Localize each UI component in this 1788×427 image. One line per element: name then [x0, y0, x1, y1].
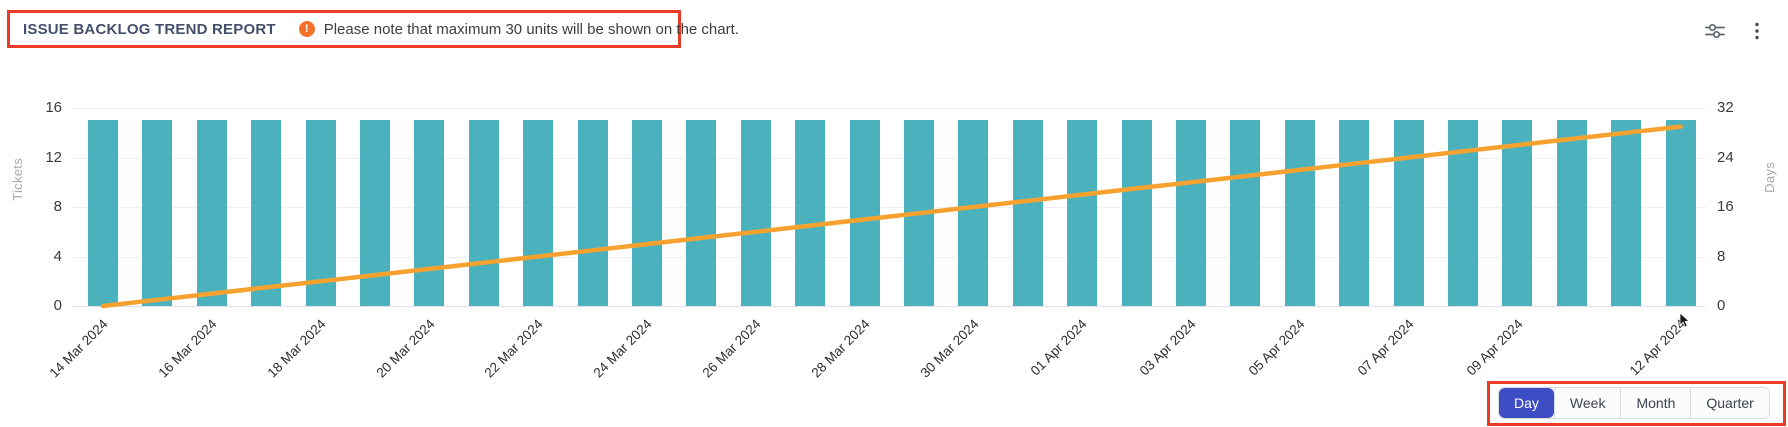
range-month-button[interactable]: Month	[1620, 388, 1690, 418]
ticket-bar	[795, 120, 826, 306]
ticket-bar	[88, 120, 118, 306]
kebab-menu-icon[interactable]	[1742, 14, 1772, 48]
ticket-bar	[1284, 120, 1315, 306]
gridline	[72, 108, 1706, 109]
ticket-bar	[577, 120, 608, 306]
ticket-bar	[1665, 120, 1696, 306]
ticket-bar	[904, 120, 934, 306]
max-units-note: Please note that maximum 30 units will b…	[323, 20, 739, 38]
ticket-bar	[305, 120, 336, 306]
x-axis-label: 18 Mar 2024	[264, 316, 329, 381]
left-axis-tick: 12	[45, 148, 62, 166]
ticket-bar	[1502, 120, 1533, 306]
widget-toolbar	[1700, 14, 1772, 48]
left-axis-tick: 8	[53, 198, 62, 215]
x-axis-label: 30 Mar 2024	[917, 316, 982, 381]
range-switcher: Day Week Month Quarter	[1498, 387, 1770, 419]
x-axis-label: 01 Apr 2024	[1027, 316, 1091, 379]
left-axis-tick: 16	[45, 99, 62, 116]
filter-sliders-icon[interactable]	[1700, 14, 1730, 48]
ticket-bar	[468, 120, 499, 306]
range-quarter-button[interactable]: Quarter	[1690, 388, 1768, 418]
ticket-bar	[1067, 120, 1098, 306]
x-axis-label: 22 Mar 2024	[481, 316, 547, 381]
x-axis-label: 14 Mar 2024	[46, 316, 111, 381]
left-axis-title: Tickets	[10, 158, 25, 201]
left-axis-tick: 4	[53, 247, 62, 265]
x-axis-label: 16 Mar 2024	[155, 316, 220, 381]
ticket-bar	[849, 120, 880, 306]
ticket-bar	[1012, 120, 1043, 306]
report-title: ISSUE BACKLOG TREND REPORT	[23, 20, 276, 38]
x-axis-label: 28 Mar 2024	[808, 316, 873, 381]
x-axis-label: 07 Apr 2024	[1354, 316, 1417, 379]
ticket-bar	[414, 120, 445, 306]
range-week-button[interactable]: Week	[1553, 388, 1621, 418]
ticket-bar	[740, 120, 771, 306]
ticket-bar	[1339, 120, 1370, 306]
ticket-bar	[1121, 120, 1152, 306]
x-axis-label: 09 Apr 2024	[1463, 316, 1526, 379]
ticket-bar	[360, 120, 390, 306]
ticket-bar	[1448, 120, 1478, 306]
left-axis-tick: 0	[53, 297, 62, 314]
annotation-box-header: ISSUE BACKLOG TREND REPORT ! Please note…	[7, 10, 739, 48]
ticket-bar	[1176, 120, 1206, 306]
right-axis-tick: 16	[1717, 198, 1734, 215]
right-axis-title: Days	[1762, 162, 1777, 193]
annotation-box-range-switcher	[1487, 381, 1786, 426]
range-day-button[interactable]: Day	[1499, 388, 1554, 418]
ticket-bar	[686, 120, 717, 306]
ticket-bar	[251, 120, 282, 306]
right-axis-tick: 24	[1717, 148, 1734, 166]
ticket-bar	[1230, 120, 1261, 306]
ticket-bar	[196, 120, 227, 306]
x-axis-label: 05 Apr 2024	[1245, 316, 1308, 379]
warning-icon: !	[298, 21, 315, 37]
x-axis-label: 20 Mar 2024	[373, 316, 438, 381]
x-axis-label: 03 Apr 2024	[1136, 316, 1199, 379]
ticket-bar	[142, 120, 173, 306]
ticket-bar	[1393, 120, 1424, 306]
right-axis-tick: 32	[1717, 99, 1734, 116]
report-header: ISSUE BACKLOG TREND REPORT ! Please note…	[23, 13, 739, 45]
ticket-bar	[1611, 120, 1642, 306]
x-axis-label: 26 Mar 2024	[699, 316, 764, 381]
right-axis-tick: 8	[1717, 247, 1726, 265]
gridline	[72, 306, 1706, 307]
right-axis-tick: 0	[1717, 297, 1726, 314]
x-axis-label: 24 Mar 2024	[590, 316, 655, 381]
ticket-bar	[632, 120, 662, 306]
ticket-bar	[1556, 120, 1587, 306]
ticket-bar	[958, 120, 989, 306]
ticket-bar	[523, 120, 554, 306]
x-axis-label: 12 Apr 2024	[1626, 316, 1689, 379]
